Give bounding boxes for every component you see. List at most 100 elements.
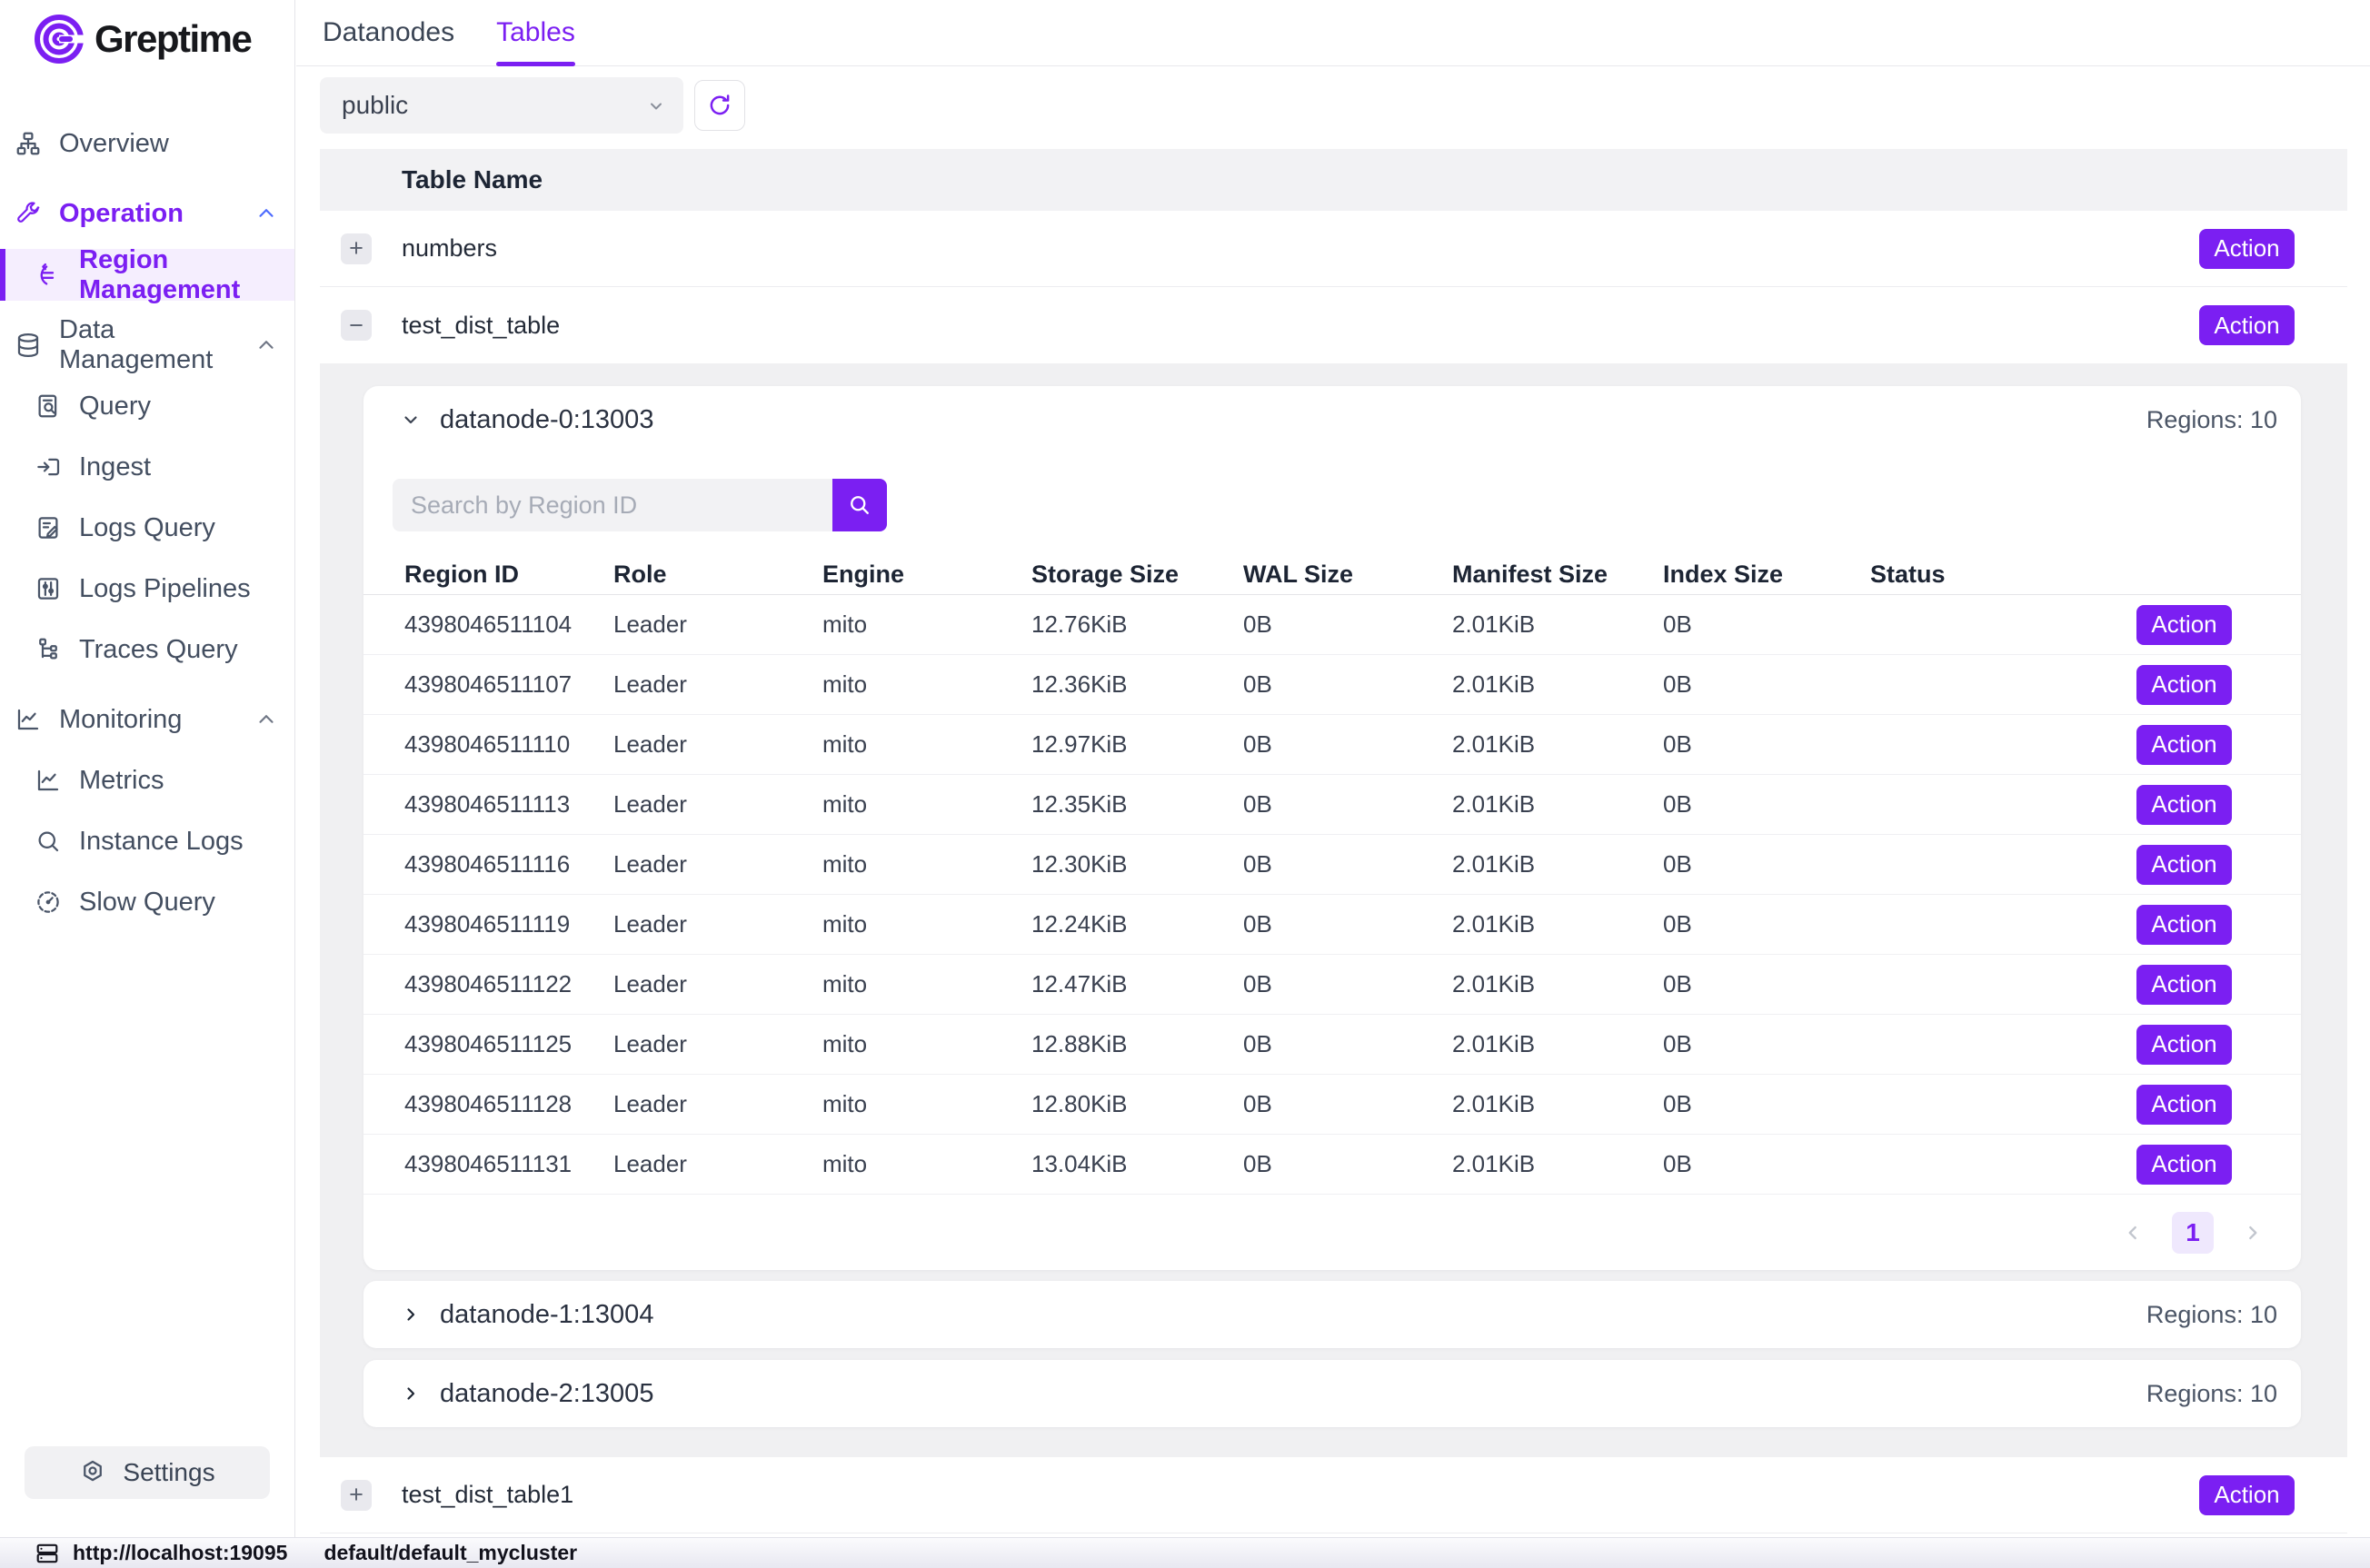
- sliders-icon: [35, 574, 64, 603]
- sidebar-item-label: Region Management: [79, 244, 241, 304]
- sidebar-item-operation[interactable]: Operation: [0, 188, 294, 239]
- tab-tables[interactable]: Tables: [496, 0, 575, 66]
- table-row-test-dist-table1: + test_dist_table1 Action: [320, 1457, 2347, 1533]
- col-status: Status: [1870, 560, 1946, 588]
- document-edit-icon: [35, 513, 64, 542]
- sidebar-item-label: Operation: [59, 198, 184, 228]
- page-prev-icon[interactable]: [2121, 1221, 2145, 1245]
- region-id-cell: 4398046511128: [404, 1090, 573, 1117]
- server-icon: [35, 1542, 60, 1565]
- tab-datanodes[interactable]: Datanodes: [323, 17, 455, 47]
- region-action-button[interactable]: Action: [2136, 1024, 2232, 1065]
- region-action-button[interactable]: Action: [2136, 1144, 2232, 1185]
- sidebar-item-logs-pipelines[interactable]: Logs Pipelines: [0, 563, 294, 614]
- chevron-up-icon[interactable]: [254, 333, 278, 357]
- datanode-name: datanode-1:13004: [440, 1299, 654, 1329]
- chevron-down-icon: [400, 409, 422, 431]
- region-id-cell: 4398046511113: [404, 790, 571, 818]
- engine-cell: mito: [822, 670, 868, 698]
- table-row-numbers: + numbers Action: [320, 211, 2347, 287]
- sidebar-item-ingest[interactable]: Ingest: [0, 442, 294, 492]
- wal-cell: 0B: [1243, 670, 1272, 698]
- schema-select-value: public: [342, 91, 409, 119]
- datanode-2-card[interactable]: datanode-2:13005 Regions: 10: [363, 1360, 2301, 1427]
- storage-cell: 13.04KiB: [1031, 1150, 1128, 1177]
- region-action-button[interactable]: Action: [2136, 664, 2232, 705]
- region-row: 4398046511110 Leader mito 12.97KiB 0B 2.…: [363, 715, 2301, 775]
- sidebar-item-metrics[interactable]: Metrics: [0, 755, 294, 806]
- sidebar-item-label: Logs Query: [79, 512, 215, 542]
- datanode-1-card[interactable]: datanode-1:13004 Regions: 10: [363, 1281, 2301, 1348]
- region-search-button[interactable]: [832, 479, 887, 531]
- wrench-icon: [15, 199, 44, 228]
- page-next-icon[interactable]: [2241, 1221, 2265, 1245]
- storage-cell: 12.80KiB: [1031, 1090, 1128, 1117]
- sidebar-item-label: Metrics: [79, 765, 164, 795]
- settings-button[interactable]: Settings: [25, 1446, 270, 1499]
- sidebar-item-label: Query: [79, 391, 151, 421]
- region-row: 4398046511113 Leader mito 12.35KiB 0B 2.…: [363, 775, 2301, 835]
- index-cell: 0B: [1663, 730, 1692, 758]
- role-cell: Leader: [613, 670, 687, 698]
- region-action-button[interactable]: Action: [2136, 604, 2232, 645]
- region-action-button[interactable]: Action: [2136, 904, 2232, 945]
- region-action-button[interactable]: Action: [2136, 1084, 2232, 1125]
- chevron-up-icon[interactable]: [254, 708, 278, 731]
- datanode-name: datanode-0:13003: [440, 404, 654, 434]
- main-content: Datanodes Tables public Table Name + num…: [296, 0, 2370, 1537]
- storage-cell: 12.36KiB: [1031, 670, 1128, 698]
- region-id-cell: 4398046511110: [404, 730, 571, 758]
- table-action-button[interactable]: Action: [2199, 305, 2295, 345]
- datanode-0-header[interactable]: datanode-0:13003 Regions: 10: [363, 386, 2301, 453]
- engine-cell: mito: [822, 1030, 868, 1057]
- chevron-right-icon: [400, 1383, 422, 1404]
- sidebar-item-data-management[interactable]: Data Management: [0, 315, 294, 374]
- chevron-up-icon[interactable]: [254, 202, 278, 225]
- sidebar-item-label: Logs Pipelines: [79, 573, 251, 603]
- brand-logo: Greptime: [0, 0, 294, 65]
- collapse-button[interactable]: −: [341, 310, 372, 341]
- region-id-cell: 4398046511119: [404, 910, 571, 938]
- manifest-cell: 2.01KiB: [1452, 610, 1536, 638]
- sidebar-item-label: Traces Query: [79, 634, 238, 664]
- storage-cell: 12.30KiB: [1031, 850, 1128, 878]
- region-row: 4398046511104 Leader mito 12.76KiB 0B 2.…: [363, 595, 2301, 655]
- index-cell: 0B: [1663, 790, 1692, 818]
- ingest-icon: [35, 452, 64, 481]
- engine-cell: mito: [822, 910, 868, 938]
- regions-count: Regions: 10: [2146, 405, 2277, 433]
- table-detail-section: datanode-0:13003 Regions: 10 Region ID R…: [320, 363, 2347, 1457]
- region-action-button[interactable]: Action: [2136, 784, 2232, 825]
- refresh-button[interactable]: [694, 80, 745, 131]
- expand-button[interactable]: +: [341, 1479, 372, 1511]
- page-current[interactable]: 1: [2172, 1211, 2214, 1254]
- chevron-down-icon: [645, 94, 667, 116]
- sitemap-icon: [15, 129, 44, 158]
- tab-bar: Datanodes Tables: [296, 0, 2370, 66]
- wal-cell: 0B: [1243, 850, 1272, 878]
- table-action-button[interactable]: Action: [2199, 1474, 2295, 1515]
- search-icon: [35, 827, 64, 856]
- region-row: 4398046511128 Leader mito 12.80KiB 0B 2.…: [363, 1075, 2301, 1135]
- sidebar-item-traces-query[interactable]: Traces Query: [0, 624, 294, 675]
- region-action-button[interactable]: Action: [2136, 964, 2232, 1005]
- region-search-input[interactable]: [393, 479, 832, 531]
- manifest-cell: 2.01KiB: [1452, 730, 1536, 758]
- sidebar-item-region-management[interactable]: Region Management: [0, 245, 294, 304]
- sidebar-item-instance-logs[interactable]: Instance Logs: [0, 816, 294, 867]
- sidebar-item-query[interactable]: Query: [0, 381, 294, 432]
- toolbar: public: [320, 77, 2370, 134]
- manifest-cell: 2.01KiB: [1452, 1030, 1536, 1057]
- region-action-button[interactable]: Action: [2136, 844, 2232, 885]
- sidebar-item-logs-query[interactable]: Logs Query: [0, 502, 294, 553]
- sidebar-item-slow-query[interactable]: Slow Query: [0, 877, 294, 928]
- regions-count: Regions: 10: [2146, 1379, 2277, 1407]
- manifest-cell: 2.01KiB: [1452, 790, 1536, 818]
- sidebar-item-monitoring[interactable]: Monitoring: [0, 694, 294, 745]
- schema-select[interactable]: public: [320, 77, 683, 134]
- region-action-button[interactable]: Action: [2136, 724, 2232, 765]
- region-search: [393, 479, 887, 531]
- sidebar-item-overview[interactable]: Overview: [0, 118, 294, 169]
- table-action-button[interactable]: Action: [2199, 228, 2295, 269]
- expand-button[interactable]: +: [341, 233, 372, 264]
